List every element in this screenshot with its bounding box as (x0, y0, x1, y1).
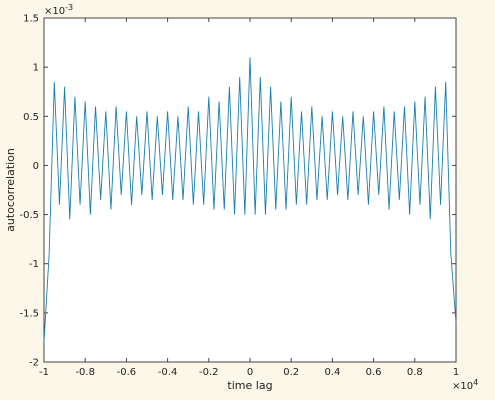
x-label: time lag (227, 379, 272, 392)
y-multiplier-exponent: -3 (65, 3, 73, 12)
y-tick-label: 1 (33, 63, 39, 74)
x-multiplier-base: ×10 (452, 381, 473, 392)
x-tick-label: -0.8 (75, 367, 95, 378)
y-label: autocorrelation (4, 148, 17, 232)
y-multiplier-base: ×10 (44, 6, 65, 17)
y-tick-label: -1.5 (19, 308, 39, 319)
x-tick-label: 0.6 (366, 367, 382, 378)
x-tick-label: 1 (453, 367, 459, 378)
x-tick-label: -0.6 (117, 367, 137, 378)
y-tick-label: -1 (29, 259, 39, 270)
y-tick-label: -2 (29, 358, 39, 369)
y-tick-label: -0.5 (19, 210, 39, 221)
y-tick-label: 0.5 (23, 112, 39, 123)
x-tick-label: -1 (39, 367, 49, 378)
x-tick-label: -0.2 (199, 367, 219, 378)
x-tick-label: 0 (247, 367, 253, 378)
y-tick-label: 1.5 (23, 14, 39, 25)
x-multiplier-exponent: 4 (473, 378, 478, 387)
x-tick-label: 0.4 (324, 367, 340, 378)
data-line (43, 57, 457, 343)
y-multiplier: ×10-3 (44, 3, 73, 17)
axes-box (43, 17, 457, 363)
x-multiplier: ×104 (452, 378, 478, 392)
x-tick-label: -0.4 (158, 367, 178, 378)
x-tick-label: 0.2 (283, 367, 299, 378)
x-tick-label: 0.8 (407, 367, 423, 378)
y-tick-label: 0 (33, 161, 39, 172)
